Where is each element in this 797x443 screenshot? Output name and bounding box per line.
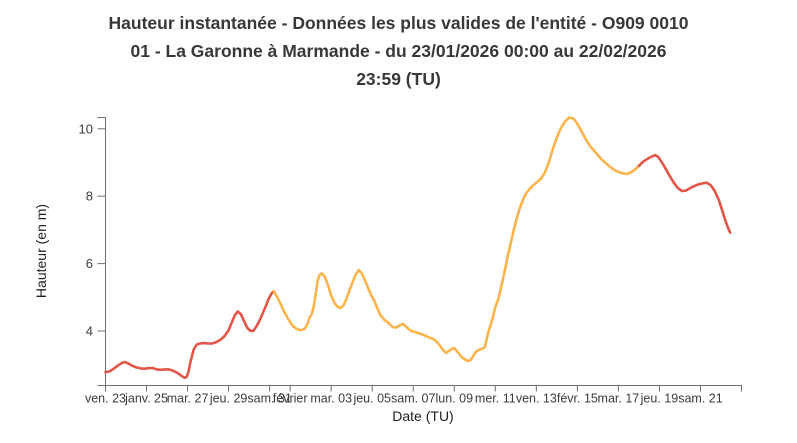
x-axis-title: Date (TU) <box>392 408 453 424</box>
x-tick-label: ven. 23 <box>85 392 126 406</box>
x-tick-label: mer. 11 <box>475 392 516 406</box>
hauteur-vigilance-rouge-1-line <box>104 289 275 380</box>
y-tick-label: 4 <box>86 324 93 339</box>
y-axis-line <box>97 117 106 386</box>
x-tick-label: févr. 15 <box>557 392 598 406</box>
plot-lines <box>104 116 732 380</box>
x-tick-label: sam. 31 <box>247 392 292 406</box>
x-tick-label: janv. 25 <box>124 392 168 406</box>
y-tick-label: 10 <box>79 121 93 136</box>
x-tick-label: jeu. 05 <box>352 392 391 406</box>
y-tick-label: 6 <box>86 256 93 271</box>
y-tick-label: 8 <box>86 189 93 204</box>
chart-title-line-3: 23:59 (TU) <box>356 69 441 89</box>
y-axis-title: Hauteur (en m) <box>33 204 49 298</box>
chart-title-line-2: 01 - La Garonne à Marmande - du 23/01/20… <box>130 41 667 61</box>
x-tick-label: mar. 27 <box>167 392 209 406</box>
hauteur-vigilance-rouge-2-line <box>637 153 732 234</box>
x-tick-label: mar. 17 <box>598 392 640 406</box>
x-tick-label: février <box>273 392 308 406</box>
x-tick-label: ven. 13 <box>516 392 557 406</box>
x-tick-label: sam. 21 <box>678 392 723 406</box>
x-tick-label: mar. 03 <box>310 392 352 406</box>
x-tick-label: jeu. 19 <box>640 392 679 406</box>
x-tick-label: sam. 07 <box>391 392 436 406</box>
chart-title-line-1: Hauteur instantanée - Données les plus v… <box>108 13 689 33</box>
chart-title: Hauteur instantanée - Données les plus v… <box>0 9 797 93</box>
y-axis-ticks: 4 6 8 10 <box>79 121 106 339</box>
x-tick-label: jeu. 29 <box>209 392 248 406</box>
hauteur-vigilance-orange-line <box>272 116 641 363</box>
y-axis: 4 6 8 10 Hauteur (en m) <box>33 117 106 386</box>
x-tick-label: lun. 09 <box>436 392 474 406</box>
